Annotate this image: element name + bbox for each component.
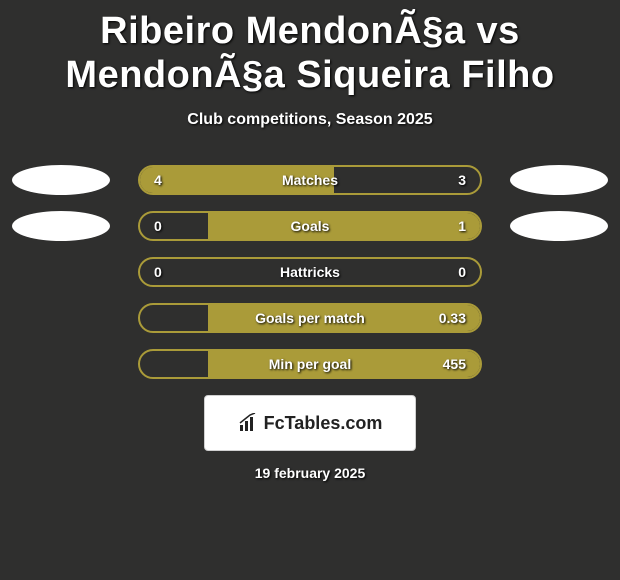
bar-fill-right bbox=[208, 213, 480, 239]
stat-left-value: 4 bbox=[154, 172, 162, 188]
stat-row: Min per goal 455 bbox=[0, 349, 620, 379]
avatar-spacer bbox=[510, 349, 608, 379]
stat-row: 0 Hattricks 0 bbox=[0, 257, 620, 287]
stat-label: Matches bbox=[282, 172, 338, 188]
stat-bar: 4 Matches 3 bbox=[138, 165, 482, 195]
stat-bar: Goals per match 0.33 bbox=[138, 303, 482, 333]
player-avatar-left bbox=[12, 211, 110, 241]
stat-right-value: 455 bbox=[443, 356, 466, 372]
stat-bar: 0 Goals 1 bbox=[138, 211, 482, 241]
stat-left-value: 0 bbox=[154, 218, 162, 234]
brand-badge[interactable]: FcTables.com bbox=[204, 395, 416, 451]
stat-bar: 0 Hattricks 0 bbox=[138, 257, 482, 287]
stat-right-value: 1 bbox=[458, 218, 466, 234]
stat-row: 0 Goals 1 bbox=[0, 211, 620, 241]
stat-label: Goals per match bbox=[255, 310, 365, 326]
stat-label: Hattricks bbox=[280, 264, 340, 280]
player-avatar-right bbox=[510, 165, 608, 195]
player-avatar-right bbox=[510, 211, 608, 241]
subtitle: Club competitions, Season 2025 bbox=[0, 111, 620, 129]
chart-icon bbox=[238, 413, 258, 433]
avatar-spacer bbox=[12, 257, 110, 287]
footer-date: 19 february 2025 bbox=[0, 465, 620, 481]
stat-right-value: 0 bbox=[458, 264, 466, 280]
stat-right-value: 3 bbox=[458, 172, 466, 188]
avatar-spacer bbox=[12, 303, 110, 333]
stat-left-value: 0 bbox=[154, 264, 162, 280]
player-avatar-left bbox=[12, 165, 110, 195]
stat-row: 4 Matches 3 bbox=[0, 165, 620, 195]
avatar-spacer bbox=[12, 349, 110, 379]
avatar-spacer bbox=[510, 303, 608, 333]
stat-label: Min per goal bbox=[269, 356, 351, 372]
stat-row: Goals per match 0.33 bbox=[0, 303, 620, 333]
avatar-spacer bbox=[510, 257, 608, 287]
stat-label: Goals bbox=[291, 218, 330, 234]
page-title: Ribeiro MendonÃ§a vs MendonÃ§a Siqueira … bbox=[0, 0, 620, 97]
brand-text: FcTables.com bbox=[264, 413, 383, 434]
stats-area: 4 Matches 3 0 Goals 1 0 Hattricks 0 Goals per mat… bbox=[0, 165, 620, 379]
stat-bar: Min per goal 455 bbox=[138, 349, 482, 379]
stat-right-value: 0.33 bbox=[439, 310, 466, 326]
